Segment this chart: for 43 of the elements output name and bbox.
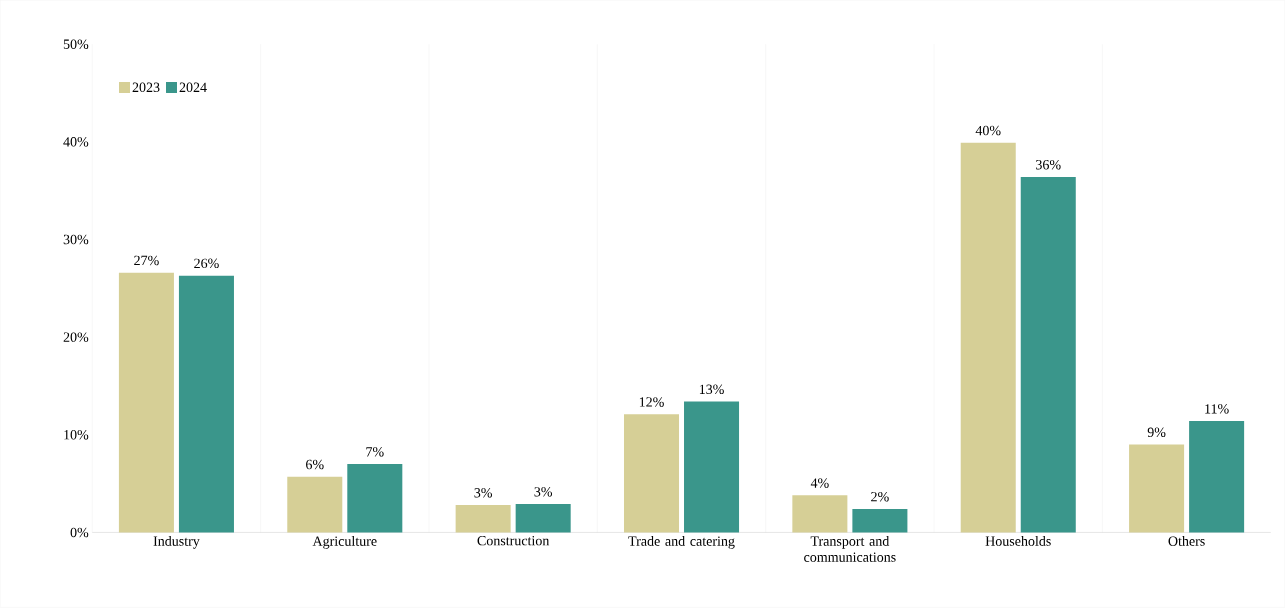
data-label: 11% bbox=[1205, 404, 1229, 414]
y-tick-label: 10% bbox=[64, 430, 89, 440]
data-label: 27% bbox=[134, 255, 159, 266]
data-label: 13% bbox=[699, 384, 724, 395]
bar bbox=[515, 504, 571, 533]
bar bbox=[623, 414, 680, 533]
y-tick-label: 40% bbox=[63, 137, 89, 147]
y-tick-label: 50% bbox=[63, 39, 89, 50]
bar bbox=[1129, 444, 1185, 533]
bar bbox=[118, 272, 174, 533]
bar bbox=[178, 275, 234, 533]
bar bbox=[960, 142, 1016, 533]
bar bbox=[287, 476, 343, 533]
y-tick-label: 30% bbox=[63, 234, 89, 245]
bar bbox=[684, 401, 740, 533]
bar bbox=[455, 505, 511, 533]
y-tick-label: 20% bbox=[63, 332, 89, 343]
legend-label: 2024 bbox=[179, 82, 207, 93]
y-tick-label: 0% bbox=[70, 527, 89, 538]
data-label: 4% bbox=[810, 478, 829, 488]
x-tick-label: Trade and catering bbox=[628, 536, 735, 549]
bar bbox=[852, 509, 908, 533]
bar bbox=[1020, 177, 1076, 533]
data-label: 3% bbox=[474, 488, 492, 498]
x-tick-label: Transport and communications bbox=[804, 536, 896, 562]
data-label: 2% bbox=[871, 492, 889, 502]
data-label: 6% bbox=[306, 459, 324, 470]
x-tick-label: Construction bbox=[477, 536, 550, 546]
bar bbox=[1189, 421, 1245, 533]
bar bbox=[347, 464, 403, 533]
data-label: 36% bbox=[1036, 160, 1061, 170]
x-tick-label: Others bbox=[1168, 536, 1205, 546]
data-label: 7% bbox=[366, 447, 384, 457]
x-tick-label: Households bbox=[985, 536, 1051, 546]
data-label: 12% bbox=[639, 397, 664, 407]
data-label: 40% bbox=[975, 125, 1001, 136]
x-tick-label: Industry bbox=[153, 536, 200, 549]
data-label: 9% bbox=[1147, 427, 1166, 438]
data-label: 3% bbox=[534, 487, 553, 497]
bar bbox=[792, 495, 848, 533]
x-tick-label: Agriculture bbox=[312, 536, 377, 549]
data-label: 26% bbox=[194, 258, 219, 269]
legend-label: 2023 bbox=[132, 82, 160, 93]
